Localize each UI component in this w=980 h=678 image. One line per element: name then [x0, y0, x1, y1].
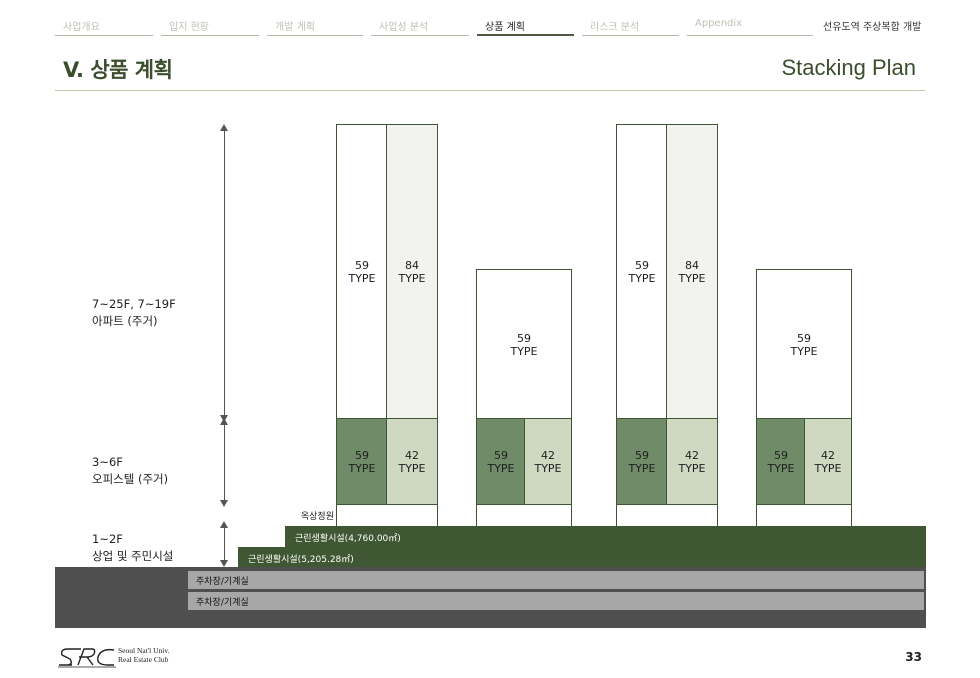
b2-roof-garden-slab — [476, 504, 572, 527]
unit-b1-apt-59: 59 TYPE — [336, 124, 388, 420]
floor-label-officetel: 3~6F 오피스텔 (주거) — [92, 455, 169, 486]
tab-product-plan[interactable]: 상품 계획 — [477, 0, 574, 36]
page-title: V. 상품 계획 — [63, 58, 173, 82]
src-logo-icon — [58, 648, 116, 668]
unit-b3-off-59: 59 TYPE — [616, 418, 668, 506]
unit-b1-off-42: 42 TYPE — [386, 418, 438, 506]
b3-roof-garden-slab — [616, 504, 718, 527]
page-subtitle: Stacking Plan — [781, 55, 916, 80]
unit-b3-apt-59: 59 TYPE — [616, 124, 668, 420]
unit-b2-apt-59: 59 TYPE — [476, 269, 572, 420]
unit-b4-apt-59: 59 TYPE — [756, 269, 852, 420]
tab-risk-analysis[interactable]: 리스크 분석 — [582, 0, 679, 36]
unit-b1-off-59: 59 TYPE — [336, 418, 388, 506]
heading-divider — [55, 90, 925, 91]
top-nav: 사업개요 입지 현황 개발 계획 사업성 분석 상품 계획 리스크 분석 App… — [55, 0, 925, 36]
project-title: 선유도역 주상복합 개발 — [823, 22, 922, 33]
parking-level-b2: 주차장/기계실 — [188, 592, 924, 610]
b1-roof-garden-slab — [336, 504, 438, 527]
arrow-down-icon — [220, 500, 228, 507]
unit-b4-off-42: 42 TYPE — [804, 418, 852, 506]
tab-overview[interactable]: 사업개요 — [55, 0, 153, 36]
arrow-up-icon — [220, 124, 228, 131]
podium-level-1: 근린생활시설(5,205.28㎡) — [238, 547, 926, 569]
roof-garden-label: 옥상정원 — [300, 512, 334, 522]
unit-b2-off-59: 59 TYPE — [476, 418, 526, 506]
tab-development-plan[interactable]: 개발 계획 — [267, 0, 363, 36]
tab-appendix[interactable]: Appendix — [687, 0, 813, 36]
b4-roof-garden-slab — [756, 504, 852, 527]
unit-b4-off-59: 59 TYPE — [756, 418, 806, 506]
floor-label-apartment: 7~25F, 7~19F 아파트 (주거) — [92, 297, 176, 328]
parking-level-b1: 주차장/기계실 — [188, 571, 924, 589]
podium-level-2: 근린생활시설(4,760.00㎡) — [285, 526, 926, 548]
arrow-up-icon — [220, 521, 228, 528]
unit-b3-off-42: 42 TYPE — [666, 418, 718, 506]
arrow-up-icon — [220, 418, 228, 425]
page-number: 33 — [905, 650, 922, 664]
floor-label-commercial: 1~2F 상업 및 주민시설 — [92, 532, 174, 563]
unit-b2-off-42: 42 TYPE — [524, 418, 572, 506]
unit-b1-apt-84: 84 TYPE — [386, 124, 438, 420]
unit-b3-apt-84: 84 TYPE — [666, 124, 718, 420]
tab-feasibility[interactable]: 사업성 분석 — [371, 0, 469, 36]
tab-site-status[interactable]: 입지 현황 — [161, 0, 259, 36]
src-logo: Seoul Nat'l Univ. Real Estate Club — [56, 646, 186, 668]
arrow-down-icon — [220, 560, 228, 567]
